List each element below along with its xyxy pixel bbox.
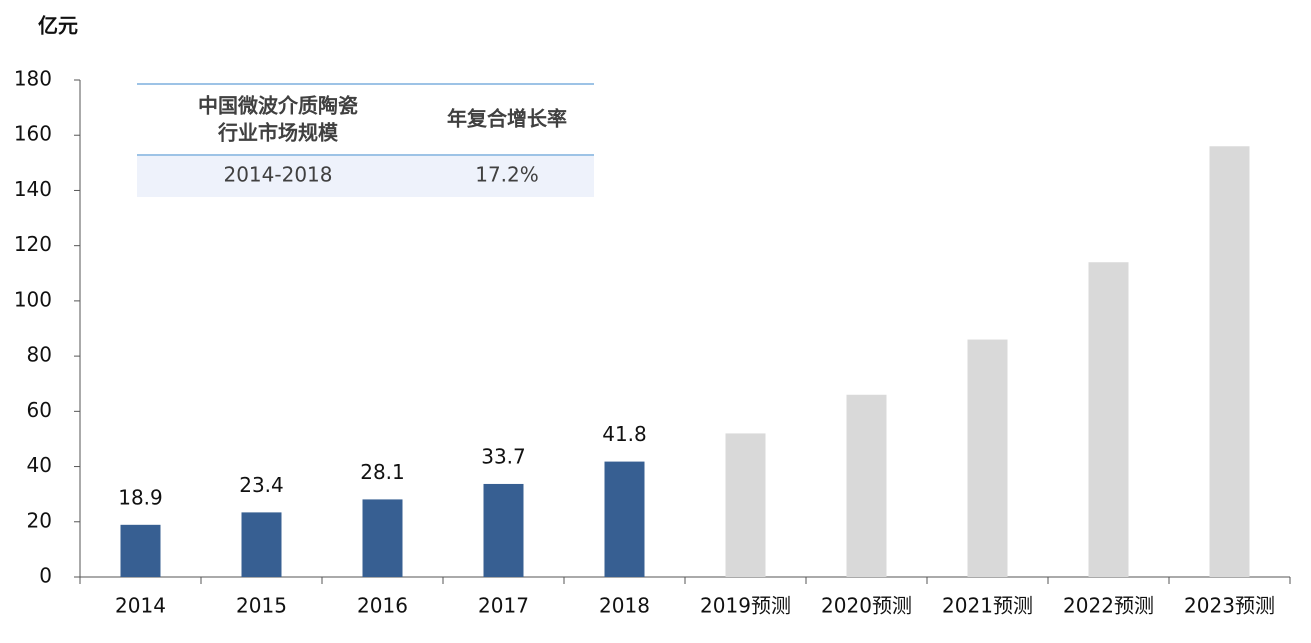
y-tick-label: 40	[27, 453, 52, 477]
bar	[604, 461, 645, 577]
x-tick-label: 2023预测	[1184, 594, 1275, 618]
bar	[725, 433, 766, 577]
table-header: 中国微波介质陶瓷	[198, 94, 358, 118]
data-label: 28.1	[360, 460, 405, 484]
bar	[241, 512, 282, 577]
data-label: 18.9	[118, 485, 163, 509]
data-label: 33.7	[481, 444, 526, 468]
bar	[846, 394, 887, 577]
table-cell: 2014-2018	[223, 163, 332, 187]
x-tick-label: 2022预测	[1063, 594, 1154, 618]
data-label: 23.4	[239, 473, 284, 497]
x-tick-label: 2017	[478, 594, 529, 618]
y-tick-label: 180	[14, 67, 52, 91]
x-tick-label: 2014	[115, 594, 166, 618]
table-row-bg	[137, 155, 594, 197]
bar	[1209, 146, 1250, 577]
table-header: 行业市场规模	[217, 121, 339, 145]
y-tick-label: 140	[14, 177, 52, 201]
x-tick-label: 2018	[599, 594, 650, 618]
x-tick-label: 2015	[236, 594, 287, 618]
bar	[1088, 262, 1129, 577]
y-tick-label: 60	[27, 398, 52, 422]
y-tick-label: 120	[14, 232, 52, 256]
bar	[362, 499, 403, 577]
x-tick-label: 2020预测	[821, 594, 912, 618]
y-axis-unit: 亿元	[38, 14, 78, 38]
x-tick-label: 2016	[357, 594, 408, 618]
y-tick-label: 0	[39, 564, 52, 588]
table-cell: 17.2%	[475, 163, 539, 187]
bar	[967, 339, 1008, 577]
x-tick-label: 2021预测	[942, 594, 1033, 618]
x-tick-label: 2019预测	[700, 594, 791, 618]
y-tick-label: 20	[27, 508, 52, 532]
table-header: 年复合增长率	[447, 107, 567, 131]
y-tick-label: 160	[14, 122, 52, 146]
y-tick-label: 100	[14, 287, 52, 311]
y-tick-label: 80	[27, 343, 52, 367]
bar	[120, 524, 161, 577]
bar	[483, 483, 524, 577]
data-label: 41.8	[602, 422, 647, 446]
